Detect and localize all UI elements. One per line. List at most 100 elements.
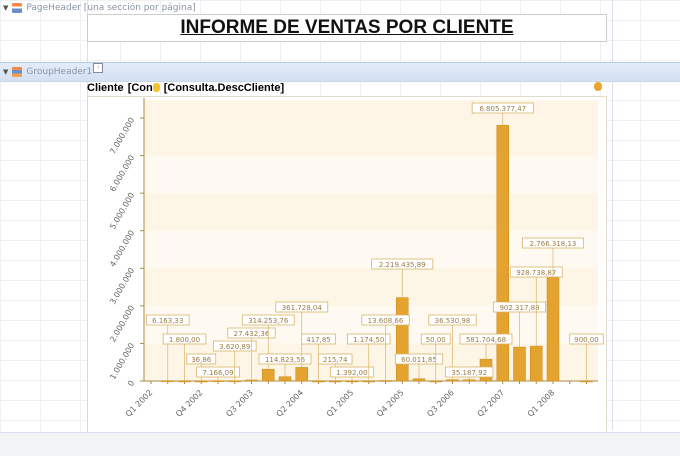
x-tick-label: Q1 2002 xyxy=(124,388,155,419)
bar xyxy=(228,380,241,383)
data-label-box xyxy=(445,366,494,378)
bar xyxy=(345,380,359,383)
data-label-box xyxy=(428,314,477,326)
field-row: Cliente [Con [Consulta.DescCliente] xyxy=(87,80,284,95)
group-header-band[interactable]: ▼ GroupHeader1 › xyxy=(0,62,680,82)
bar xyxy=(429,380,442,383)
grid-band xyxy=(144,193,598,231)
page-header-band[interactable]: ▼ PageHeader [una sección por página] xyxy=(0,0,680,15)
grid-band xyxy=(144,230,598,269)
bar xyxy=(580,380,593,383)
data-label: 417,85 xyxy=(306,336,331,344)
data-label-box xyxy=(318,353,353,365)
cliente-label[interactable]: Cliente xyxy=(87,81,124,94)
cliente-code-field[interactable]: [Con xyxy=(127,81,153,94)
data-label: 7.166,09 xyxy=(202,369,233,377)
data-label-box xyxy=(493,301,546,313)
data-label-box xyxy=(196,366,240,378)
x-tick-label: Q4 2005 xyxy=(375,388,406,419)
data-label: 35.187,92 xyxy=(451,369,487,377)
bar xyxy=(211,380,225,382)
data-label: 1.174,50 xyxy=(353,336,384,344)
data-label: 36,86 xyxy=(191,356,212,364)
y-tick-label: 4.000.000 xyxy=(108,229,136,269)
data-label: 361.728,04 xyxy=(282,304,323,312)
data-label: 215,74 xyxy=(323,356,348,364)
report-title: INFORME DE VENTAS POR CLIENTE xyxy=(180,17,514,38)
data-label: 50,00 xyxy=(426,336,446,344)
data-label-box xyxy=(471,102,534,114)
bar xyxy=(412,378,426,382)
data-label-box xyxy=(569,333,604,345)
data-label-box xyxy=(275,301,329,313)
bar xyxy=(379,380,392,382)
x-tick-label: Q3 2006 xyxy=(425,388,456,419)
y-tick-label: 3.000.000 xyxy=(108,266,136,306)
data-label: 114.823,56 xyxy=(265,356,306,364)
data-label-box xyxy=(459,333,513,345)
data-label-box xyxy=(521,237,584,249)
chart-control[interactable]: 0 1.000.000 2.000.000 3.000.000 4.000.000 5.0… xyxy=(87,96,607,434)
bar xyxy=(312,380,325,383)
bar xyxy=(362,380,375,383)
data-label: 1.800,00 xyxy=(169,336,200,344)
database-field-icon xyxy=(152,83,160,92)
bar xyxy=(496,125,509,382)
data-label: 2.219.435,89 xyxy=(379,261,426,269)
bar xyxy=(546,276,560,382)
data-label-box xyxy=(346,333,391,345)
data-label-box xyxy=(394,353,444,365)
data-label-box xyxy=(330,366,374,378)
bar xyxy=(295,367,308,382)
bottom-strip xyxy=(0,432,680,456)
data-label: 902.317,88 xyxy=(499,304,539,312)
bar xyxy=(513,346,526,382)
title-label[interactable]: INFORME DE VENTAS POR CLIENTE xyxy=(87,14,607,42)
data-label-box xyxy=(258,353,312,365)
y-tick-label: 7.000.000 xyxy=(108,116,136,156)
y-tick-label: 1.000.000 xyxy=(108,341,136,381)
smart-tag-icon[interactable] xyxy=(594,82,602,91)
data-label-box xyxy=(420,333,451,345)
data-label-box xyxy=(227,327,276,339)
data-label: 6.163,33 xyxy=(152,317,183,325)
y-tick-label: 2.000.000 xyxy=(108,304,136,344)
grid-band xyxy=(144,155,598,194)
data-label: 27.432,36 xyxy=(234,330,270,338)
bar xyxy=(245,379,258,382)
band-label: PageHeader [una sección por página] xyxy=(26,2,196,13)
x-tick-label: Q3 2003 xyxy=(224,388,255,419)
data-label-box xyxy=(361,314,410,326)
data-label-box xyxy=(162,333,207,345)
data-label: 13.608,66 xyxy=(368,317,404,325)
bar xyxy=(278,376,292,382)
data-label-box xyxy=(301,333,336,345)
data-label: 581.704,68 xyxy=(466,336,506,344)
collapse-icon[interactable]: ▼ xyxy=(3,3,9,12)
smart-tag-icon[interactable]: › xyxy=(93,63,104,73)
x-tick-label: Q2 2004 xyxy=(275,388,306,419)
bar xyxy=(446,379,459,382)
bar xyxy=(396,297,409,382)
data-label: 314.253,76 xyxy=(248,317,289,325)
data-label-box xyxy=(371,258,434,270)
x-tick-label: Q4 2002 xyxy=(174,388,205,419)
data-label-box xyxy=(241,314,295,326)
data-label-box xyxy=(509,266,563,278)
data-label: 36.530,98 xyxy=(435,317,471,325)
bar xyxy=(262,368,275,382)
data-label: 6.805.377,47 xyxy=(479,105,526,113)
data-label: 2.766.318,13 xyxy=(530,240,577,248)
grid-band xyxy=(144,118,598,156)
cliente-desc-field[interactable]: [Consulta.DescCliente] xyxy=(163,81,285,94)
bar xyxy=(161,380,174,383)
x-tick-label: Q1 2005 xyxy=(325,388,356,419)
x-tick-label: Q1 2008 xyxy=(526,388,557,419)
data-label: 1.392,00 xyxy=(336,369,367,377)
collapse-icon[interactable]: ▼ xyxy=(3,68,9,76)
data-label-box xyxy=(145,314,190,326)
y-tick-label: 0 xyxy=(126,379,136,388)
margin-line-right xyxy=(612,0,613,430)
band-icon xyxy=(12,67,23,77)
bar xyxy=(178,380,191,383)
